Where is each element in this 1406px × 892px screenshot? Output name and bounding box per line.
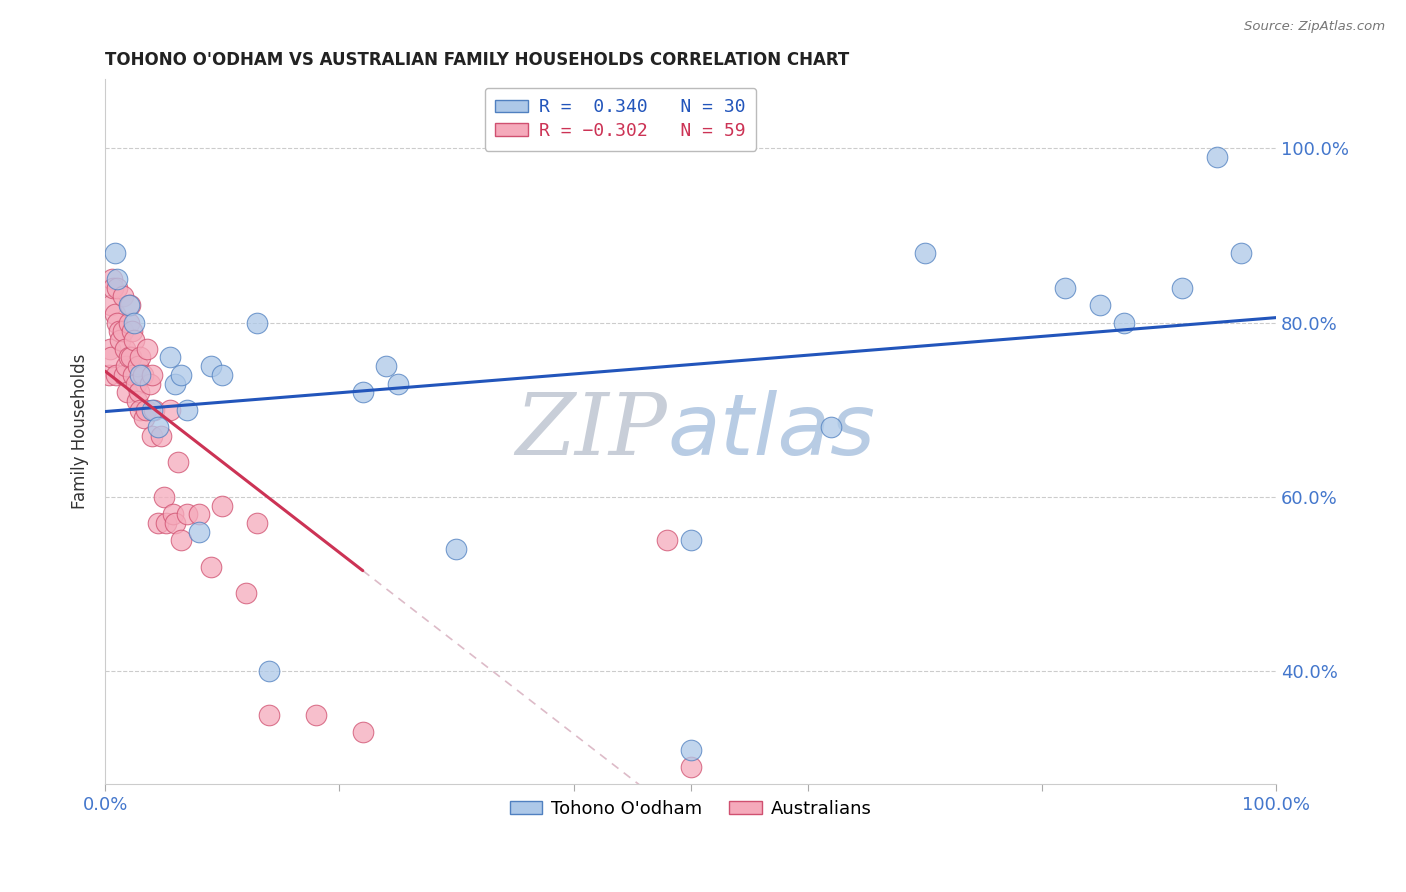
Point [1230, 245, 1253, 260]
Point [117, 316, 139, 330]
Point [98, 342, 121, 356]
Point [112, 368, 135, 382]
Point [257, 664, 280, 678]
Point [105, 272, 128, 286]
Point [146, 516, 169, 530]
Point [914, 245, 936, 260]
Point [128, 385, 150, 400]
Point [143, 402, 166, 417]
Point [176, 402, 198, 417]
Point [129, 402, 152, 417]
Point [1054, 281, 1077, 295]
Point [124, 333, 146, 347]
Point [103, 307, 125, 321]
Point [108, 324, 131, 338]
Point [155, 516, 177, 530]
Text: ZIP: ZIP [515, 390, 668, 473]
Point [110, 333, 132, 347]
Point [121, 324, 143, 338]
Point [235, 585, 257, 599]
Text: TOHONO O'ODHAM VS AUSTRALIAN FAMILY HOUSEHOLDS CORRELATION CHART: TOHONO O'ODHAM VS AUSTRALIAN FAMILY HOUS… [105, 51, 849, 69]
Point [135, 402, 157, 417]
Point [117, 351, 139, 365]
Point [257, 707, 280, 722]
Point [136, 342, 159, 356]
Point [146, 420, 169, 434]
Point [165, 516, 187, 530]
Point [211, 499, 233, 513]
Point [122, 368, 145, 382]
Point [104, 368, 127, 382]
Point [387, 376, 409, 391]
Point [114, 342, 136, 356]
Point [166, 455, 188, 469]
Point [170, 533, 193, 548]
Point [103, 245, 125, 260]
Point [159, 402, 181, 417]
Point [187, 508, 209, 522]
Point [820, 420, 842, 434]
Text: Source: ZipAtlas.com: Source: ZipAtlas.com [1244, 20, 1385, 33]
Point [105, 316, 128, 330]
Point [115, 359, 138, 373]
Point [103, 281, 125, 295]
Point [165, 376, 187, 391]
Point [111, 324, 134, 338]
Point [111, 289, 134, 303]
Point [446, 542, 468, 557]
Text: atlas: atlas [668, 390, 875, 473]
Y-axis label: Family Households: Family Households [72, 354, 89, 509]
Point [679, 533, 702, 548]
Point [129, 368, 152, 382]
Point [152, 490, 174, 504]
Point [141, 368, 163, 382]
Point [127, 359, 149, 373]
Point [352, 385, 374, 400]
Point [187, 524, 209, 539]
Legend: Tohono O'odham, Australians: Tohono O'odham, Australians [502, 792, 879, 825]
Point [120, 351, 142, 365]
Point [1206, 150, 1229, 164]
Point [138, 376, 160, 391]
Point [679, 742, 702, 756]
Point [125, 394, 148, 409]
Point [100, 351, 122, 365]
Point [1112, 316, 1135, 330]
Point [1171, 281, 1194, 295]
Point [129, 351, 152, 365]
Point [131, 368, 153, 382]
Point [124, 376, 146, 391]
Point [100, 298, 122, 312]
Point [1090, 298, 1112, 312]
Point [246, 516, 269, 530]
Point [97, 368, 120, 382]
Point [375, 359, 398, 373]
Point [141, 402, 163, 417]
Point [679, 760, 702, 774]
Point [118, 298, 141, 312]
Point [352, 725, 374, 739]
Point [170, 368, 193, 382]
Point [117, 298, 139, 312]
Point [141, 429, 163, 443]
Point [159, 351, 181, 365]
Point [657, 533, 679, 548]
Point [200, 559, 222, 574]
Point [105, 281, 128, 295]
Point [246, 316, 269, 330]
Point [124, 316, 146, 330]
Point [200, 359, 222, 373]
Point [101, 272, 124, 286]
Point [117, 385, 139, 400]
Point [150, 429, 173, 443]
Point [305, 707, 328, 722]
Point [162, 508, 184, 522]
Point [176, 508, 198, 522]
Point [211, 368, 233, 382]
Point [132, 411, 155, 425]
